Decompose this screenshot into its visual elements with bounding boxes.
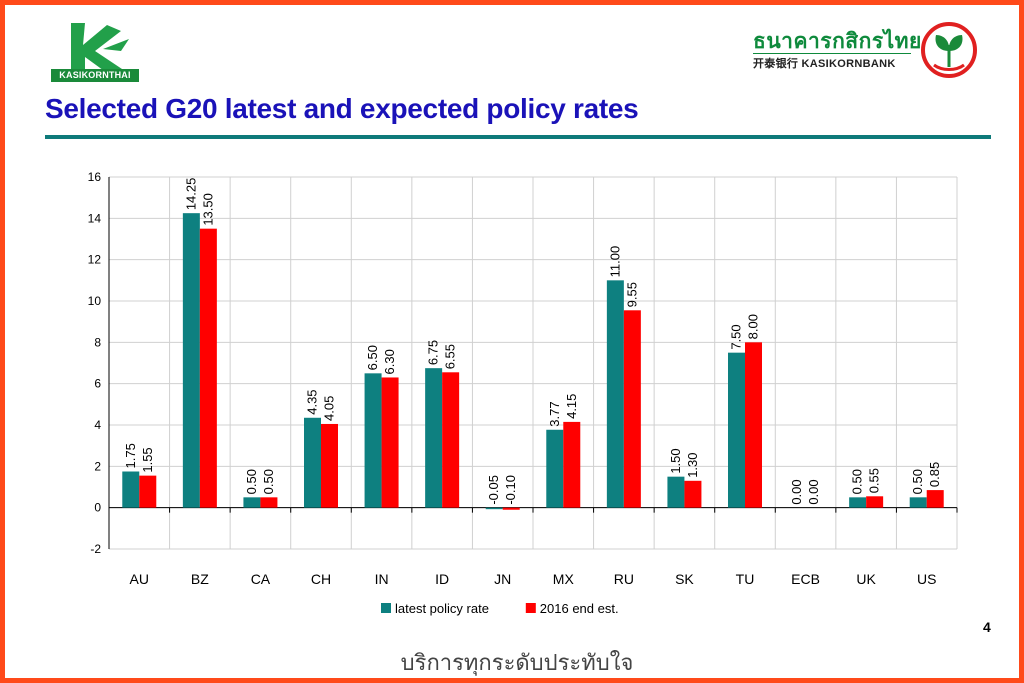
x-tick-label: TU — [736, 571, 755, 587]
bar-2016-ch — [321, 423, 338, 508]
y-tick-label: 2 — [94, 459, 101, 473]
bar-latest-ca — [243, 497, 261, 508]
bar-2016-ca — [260, 497, 278, 508]
footer-slogan: บริการทุกระดับประทับใจ — [400, 651, 634, 676]
x-tick-label: ID — [435, 571, 449, 587]
legend-label-latest: latest policy rate — [395, 601, 489, 616]
y-tick-label: -2 — [90, 542, 101, 556]
bar-latest-id — [425, 368, 443, 508]
data-label: 0.85 — [927, 462, 942, 487]
bar-2016-uk — [866, 496, 884, 508]
legend-label-2016: 2016 end est. — [540, 601, 619, 616]
data-label: 6.75 — [426, 340, 441, 365]
data-label: -0.10 — [503, 475, 518, 505]
data-label: 0.50 — [244, 469, 259, 494]
policy-rates-chart: -2 0 2 4 6 8 10 12 14 16 AU 1.75 1.55 BZ 14.25 13.50 CA 0… — [88, 170, 958, 616]
data-label: 1.50 — [668, 448, 683, 473]
bar-latest-tu — [728, 352, 745, 508]
x-tick-label: ECB — [791, 571, 820, 587]
data-label: 4.35 — [305, 389, 320, 414]
bar-latest-ru — [606, 280, 624, 508]
bar-2016-sk — [684, 480, 702, 508]
data-label: 13.50 — [200, 193, 215, 226]
x-tick-label: US — [917, 571, 936, 587]
brand-english-name: 开泰银行 KASIKORNBANK — [753, 58, 896, 70]
y-tick-label: 6 — [94, 377, 101, 391]
bar-2016-mx — [563, 421, 581, 508]
y-tick-label: 14 — [88, 211, 102, 225]
bar-latest-bz — [182, 213, 200, 508]
data-label: 6.55 — [443, 344, 458, 369]
data-label: 7.50 — [729, 324, 744, 349]
bar-2016-bz — [199, 228, 217, 508]
x-tick-label: AU — [130, 571, 149, 587]
data-label: 3.77 — [547, 401, 562, 426]
bar-latest-au — [122, 471, 140, 508]
logo-left-label: KASIKORNTHAI — [51, 69, 139, 82]
bar-2016-us — [926, 490, 944, 508]
data-label: 14.25 — [183, 178, 198, 211]
bar-latest-mx — [546, 429, 564, 508]
data-label: 4.15 — [564, 394, 579, 419]
data-label: 6.50 — [365, 345, 380, 370]
x-tick-label: CH — [311, 571, 331, 587]
x-tick-label: RU — [614, 571, 634, 587]
x-tick-label: MX — [553, 571, 575, 587]
kasikornthai-logo — [71, 23, 129, 73]
brand-thai-name: ธนาคารกสิกรไทย — [753, 29, 922, 53]
data-label: 0.50 — [850, 469, 865, 494]
y-tick-label: 0 — [94, 501, 101, 515]
x-tick-label: UK — [856, 571, 876, 587]
bar-2016-ru — [623, 310, 641, 508]
legend-swatch-latest — [381, 603, 391, 613]
x-tick-label: BZ — [191, 571, 209, 587]
data-label: 1.55 — [140, 447, 155, 472]
data-label: 0.00 — [789, 479, 804, 504]
x-tick-label: SK — [675, 571, 694, 587]
title-underline — [45, 135, 991, 139]
x-tick-label: CA — [251, 571, 271, 587]
data-label: 0.50 — [261, 469, 276, 494]
bar-latest-uk — [849, 497, 867, 508]
x-tick-label: JN — [494, 571, 511, 587]
y-tick-label: 10 — [88, 294, 102, 308]
kasikornbank-logo — [921, 22, 977, 78]
y-tick-label: 8 — [94, 335, 101, 349]
data-label: 9.55 — [624, 282, 639, 307]
data-label: 6.30 — [382, 349, 397, 374]
bar-latest-ch — [304, 417, 321, 508]
data-label: 0.00 — [806, 479, 821, 504]
data-label: -0.05 — [486, 475, 501, 505]
legend-swatch-2016 — [525, 603, 536, 613]
page-number: 4 — [983, 619, 991, 635]
data-label: 0.50 — [910, 469, 925, 494]
bar-2016-au — [139, 475, 157, 508]
data-label: 8.00 — [746, 314, 761, 339]
data-label: 0.55 — [867, 468, 882, 493]
bar-latest-jn — [485, 507, 503, 510]
bar-2016-id — [442, 372, 460, 508]
bar-2016-tu — [745, 342, 762, 508]
bar-latest-us — [909, 497, 927, 508]
y-tick-label: 12 — [88, 253, 102, 267]
x-tick-label: IN — [375, 571, 389, 587]
data-label: 11.00 — [607, 246, 622, 278]
data-label: 1.75 — [123, 443, 138, 468]
data-label: 1.30 — [685, 452, 700, 477]
data-label: 4.05 — [322, 396, 337, 421]
brand-divider — [753, 53, 911, 54]
bar-2016-in — [381, 377, 399, 508]
bar-2016-jn — [502, 507, 520, 510]
y-tick-label: 16 — [88, 170, 102, 184]
bar-latest-in — [364, 373, 382, 508]
page-title: Selected G20 latest and expected policy … — [45, 93, 639, 124]
bar-latest-sk — [667, 476, 685, 508]
y-tick-label: 4 — [94, 418, 101, 432]
